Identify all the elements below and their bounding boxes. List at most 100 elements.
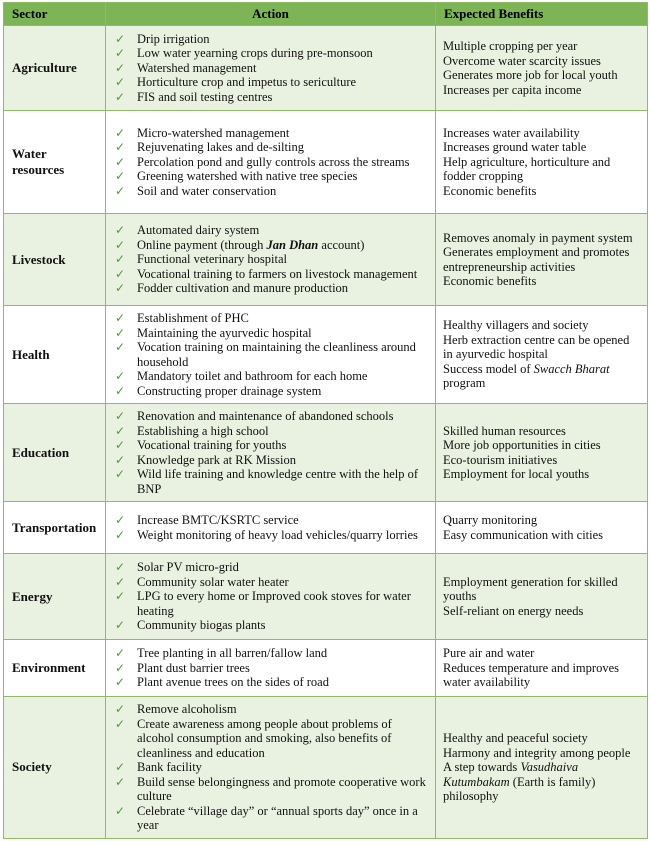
benefit-line: Overcome water scarcity issues [443, 53, 601, 68]
action-cell: ✓ Establishment of PHC ✓ Maintaining the ay… [105, 305, 436, 404]
check-icon: ✓ [115, 281, 126, 296]
check-icon: ✓ [115, 618, 126, 633]
action-item: ✓ Soil and water conservation [112, 184, 427, 199]
table-row: Water resources ✓ Micro-watershed manageme… [3, 110, 648, 214]
action-text: Celebrate “village day” or “annual sport… [137, 803, 418, 833]
sector-cell: Environment [3, 639, 106, 697]
check-icon: ✓ [115, 223, 126, 238]
action-cell: ✓ Solar PV micro-grid ✓ Community solar wat… [105, 553, 436, 640]
action-item: ✓ Mandatory toilet and bathroom for each … [112, 369, 427, 384]
benefit-line: Increases water availability [443, 125, 580, 140]
benefit-line: Success model of Swacch Bharat program [443, 361, 610, 391]
action-item: ✓ Vocational training for youths [112, 438, 427, 453]
action-text: Bank facility [137, 760, 202, 774]
check-icon: ✓ [115, 252, 126, 267]
action-text: Weight monitoring of heavy load vehicles… [137, 527, 418, 542]
benefit-line: Employment generation for skilled youths [443, 574, 618, 604]
check-icon: ✓ [115, 383, 126, 398]
check-icon: ✓ [115, 675, 126, 690]
action-item: ✓ Online payment (through Jan Dhan accoun… [112, 238, 427, 253]
action-item: ✓ Solar PV micro-grid [112, 560, 427, 575]
action-cell: ✓ Remove alcoholism ✓ Create awareness amon… [105, 696, 436, 839]
action-text: Vocation training on maintaining the cle… [137, 340, 416, 369]
check-icon: ✓ [115, 513, 126, 527]
action-text: Watershed management [137, 60, 257, 75]
benefits-cell: Pure air and water Reduces temperature an… [435, 639, 648, 697]
benefit-line: Herb extraction centre can be opened in … [443, 332, 630, 362]
action-item: ✓ Tree planting in all barren/fallow land [112, 646, 427, 661]
action-text: Plant avenue trees on the sides of road [137, 675, 329, 690]
column-header-action: Action [105, 2, 436, 26]
action-text: Renovation and maintenance of abandoned … [137, 409, 394, 423]
column-header-sector: Sector [3, 2, 106, 26]
action-item: ✓ Rejuvenating lakes and de-silting [112, 140, 427, 155]
check-icon: ✓ [115, 452, 126, 467]
benefit-line: Easy communication with cities [443, 527, 604, 542]
action-text: Soil and water conservation [137, 183, 277, 198]
check-icon: ✓ [115, 237, 126, 252]
action-item: ✓ Watershed management [112, 61, 427, 76]
check-icon: ✓ [115, 423, 126, 438]
action-text: Wild life training and knowledge centre … [137, 467, 419, 496]
action-text: Community solar water heater [137, 574, 289, 589]
action-item: ✓ Renovation and maintenance of abandoned… [112, 409, 427, 424]
action-text: Rejuvenating lakes and de-silting [137, 140, 304, 155]
benefit-line: More job opportunities in cities [443, 438, 601, 452]
check-icon: ✓ [115, 311, 126, 325]
sector-cell: Health [3, 305, 106, 404]
action-item: ✓ Weight monitoring of heavy load vehicle… [112, 528, 427, 543]
table-row: Livestock ✓ Automated dairy system ✓ Online … [3, 213, 648, 306]
action-item: ✓ Remove alcoholism [112, 702, 427, 717]
sector-action-benefits-table: Sector Action Expected Benefits Agricult… [3, 2, 648, 839]
check-icon: ✓ [115, 646, 126, 661]
sector-cell: Agriculture [3, 25, 106, 111]
action-item: ✓ Functional veterinary hospital [112, 252, 427, 267]
benefits-cell: Increases water availability Increases gr… [435, 110, 648, 214]
check-icon: ✓ [115, 60, 126, 75]
check-icon: ✓ [115, 803, 126, 818]
action-text: Mandatory toilet and bathroom for each h… [137, 369, 368, 383]
header-row: Sector Action Expected Benefits [3, 2, 648, 26]
benefit-line: Increases per capita income [443, 82, 582, 97]
benefit-line: Pure air and water [443, 646, 535, 661]
action-text: Automated dairy system [137, 223, 260, 238]
action-text: Increase BMTC/KSRTC service [137, 513, 299, 527]
action-item: ✓ Celebrate “village day” or “annual spor… [112, 804, 427, 833]
check-icon: ✓ [115, 702, 126, 716]
benefit-line: Quarry monitoring [443, 513, 538, 527]
benefit-line: Economic benefits [443, 183, 537, 198]
check-icon: ✓ [115, 467, 126, 481]
check-icon: ✓ [115, 325, 126, 340]
action-item: ✓ Knowledge park at RK Mission [112, 453, 427, 468]
action-item: ✓ Community solar water heater [112, 575, 427, 590]
benefits-cell: Healthy and peaceful society Harmony and … [435, 696, 648, 839]
action-item: ✓ Build sense belongingness and promote c… [112, 775, 427, 804]
check-icon: ✓ [115, 183, 126, 198]
action-item: ✓ Vocation training on maintaining the cl… [112, 340, 427, 369]
action-cell: ✓ Renovation and maintenance of abandoned… [105, 403, 436, 502]
sector-cell: Livestock [3, 213, 106, 306]
action-cell: ✓ Increase BMTC/KSRTC service ✓ Weight moni… [105, 501, 436, 554]
action-text: FIS and soil testing centres [137, 89, 273, 104]
action-text: Establishment of PHC [137, 311, 249, 325]
benefit-line: Skilled human resources [443, 423, 566, 438]
action-text: Constructing proper drainage system [137, 383, 322, 398]
action-item: ✓ Establishing a high school [112, 424, 427, 439]
benefit-line: Multiple cropping per year [443, 39, 578, 53]
action-text: Community biogas plants [137, 618, 266, 633]
benefit-line: Employment for local youths [443, 467, 590, 481]
check-icon: ✓ [115, 527, 126, 542]
action-text: Solar PV micro-grid [137, 560, 239, 575]
action-cell: ✓ Automated dairy system ✓ Online payment (… [105, 213, 436, 306]
action-text: Vocational training to farmers on livest… [137, 266, 418, 281]
check-icon: ✓ [115, 760, 126, 774]
benefit-line: Economic benefits [443, 274, 537, 288]
check-icon: ✓ [115, 369, 126, 383]
action-text: Fodder cultivation and manure production [137, 281, 349, 296]
table-row: Energy ✓ Solar PV micro-grid ✓ Community sol… [3, 553, 648, 640]
action-item: ✓ Low water yearning crops during pre-mon… [112, 46, 427, 61]
action-text: Vocational training for youths [137, 438, 287, 452]
check-icon: ✓ [115, 409, 126, 423]
check-icon: ✓ [115, 266, 126, 281]
check-icon: ✓ [115, 438, 126, 452]
